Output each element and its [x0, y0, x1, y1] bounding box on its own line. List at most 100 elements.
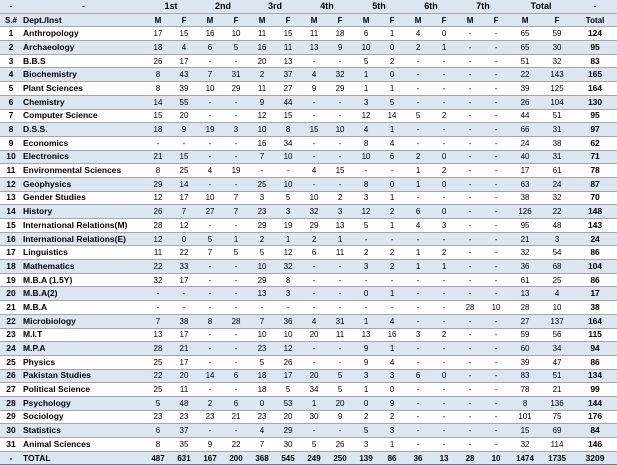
count-cell: 38 [541, 136, 574, 151]
count-cell: 3 [223, 122, 250, 137]
department-name: Political Science [22, 382, 145, 397]
header-year-5th: 5th [353, 0, 406, 14]
count-cell: 143 [541, 67, 574, 83]
header-gender: F [327, 13, 354, 28]
header-year-1st: 1st [145, 0, 198, 14]
count-cell: - [223, 286, 250, 302]
department-name: M.B.A(2) [22, 286, 145, 302]
count-cell: 30 [301, 410, 328, 425]
count-cell: 28 [145, 218, 171, 233]
count-cell: - [457, 81, 484, 96]
count-cell: 0 [431, 369, 458, 384]
department-name: M.B.A [22, 300, 145, 315]
count-cell: - [145, 286, 171, 302]
table-row: 20 M.B.A(2) - - - -13 3- -0 1- - - -13 4 17 [0, 286, 617, 302]
count-cell: 28 [145, 341, 171, 356]
count-cell: 11 [145, 245, 171, 261]
count-cell: - [457, 95, 484, 110]
table-row: 12 Geophysics 29 14- -25 10- -8 0 1 0- -63 24 87 [0, 177, 617, 192]
count-cell: 0 [379, 67, 406, 83]
count-cell: 1 [379, 122, 406, 137]
count-cell: 4 [353, 122, 380, 137]
department-name: Archaeology [22, 40, 145, 55]
count-cell: 43 [171, 67, 198, 83]
count-cell: - [405, 300, 432, 315]
table-row: 30 Statistics 6 37- -4 29- -5 3- - - -15 69 84 [0, 423, 617, 438]
count-cell: - [431, 232, 458, 247]
count-cell: 0 [379, 40, 406, 55]
count-cell: - [197, 273, 224, 288]
count-cell: 14 [379, 109, 406, 124]
count-cell: 86 [379, 451, 406, 465]
department-name: TOTAL [22, 451, 145, 465]
count-cell: 44 [275, 95, 302, 110]
count-cell: 20 [171, 369, 198, 384]
count-cell: 26 [145, 204, 171, 219]
count-cell: - [223, 54, 250, 69]
count-cell: 8 [145, 67, 171, 83]
row-total: 148 [573, 204, 617, 219]
count-cell: 3 [353, 369, 380, 384]
count-cell: 2 [379, 204, 406, 219]
department-name: B.B.S [22, 54, 145, 69]
count-cell: 104 [541, 95, 574, 110]
count-cell: 55 [171, 95, 198, 110]
count-cell: - [483, 369, 510, 384]
count-cell: 4 [541, 286, 574, 302]
count-cell: 6 [223, 369, 250, 384]
table-row: 3 B.B.S 26 17- -20 13- -5 2- - - -51 32 83 [0, 54, 617, 69]
count-cell: - [457, 355, 484, 370]
count-cell: 2 [353, 410, 380, 425]
count-cell: - [327, 109, 354, 124]
count-cell: 28 [509, 300, 542, 315]
count-cell: - [249, 300, 276, 315]
department-name: Geophysics [22, 177, 145, 192]
count-cell: 15 [171, 26, 198, 42]
header-gender: F [483, 13, 510, 28]
count-cell: 29 [223, 81, 250, 96]
count-cell: - [405, 232, 432, 247]
count-cell: 10 [541, 300, 574, 315]
table-row: 14 History 26 7 27 7 23 3 32 3 12 2 6 0- -126 22 148 [0, 204, 617, 219]
count-cell: - [405, 355, 432, 370]
count-cell: 167 [197, 451, 224, 465]
count-cell: 21 [223, 410, 250, 425]
serial-number: 6 [0, 95, 22, 110]
count-cell: 1 [275, 232, 302, 247]
count-cell: 4 [405, 218, 432, 233]
count-cell: 1 [431, 259, 458, 274]
count-cell: 29 [249, 273, 276, 288]
serial-number: 20 [0, 286, 22, 302]
count-cell: - [405, 122, 432, 137]
count-cell: - [223, 423, 250, 438]
count-cell: 32 [509, 437, 542, 452]
table-row: 15 International Relations(M) 28 12- -29 19 29… [0, 218, 617, 233]
count-cell: - [457, 67, 484, 83]
count-cell: 0 [379, 382, 406, 397]
count-cell: 78 [509, 382, 542, 397]
count-cell: 23 [145, 410, 171, 425]
count-cell: 3 [353, 191, 380, 206]
header-gender: M [145, 13, 171, 28]
count-cell: 20 [249, 54, 276, 69]
row-total: 95 [573, 109, 617, 124]
count-cell: - [405, 286, 432, 302]
row-total: 87 [573, 177, 617, 192]
count-cell: 4 [197, 163, 224, 178]
count-cell: - [223, 218, 250, 233]
header-year-7th: 7th [457, 0, 510, 14]
count-cell: 1 [405, 245, 432, 261]
count-cell: - [197, 423, 224, 438]
count-cell: - [483, 67, 510, 83]
department-name: Pakistan Studies [22, 369, 145, 384]
serial-number: 21 [0, 300, 22, 315]
header-gender: M [405, 13, 432, 28]
count-cell: 10 [197, 191, 224, 206]
serial-number: 28 [0, 396, 22, 411]
serial-number: 22 [0, 314, 22, 329]
count-cell: - [197, 355, 224, 370]
count-cell: 368 [249, 451, 276, 465]
count-cell: 30 [541, 40, 574, 55]
count-cell: 8 [197, 314, 224, 329]
count-cell: - [431, 122, 458, 137]
